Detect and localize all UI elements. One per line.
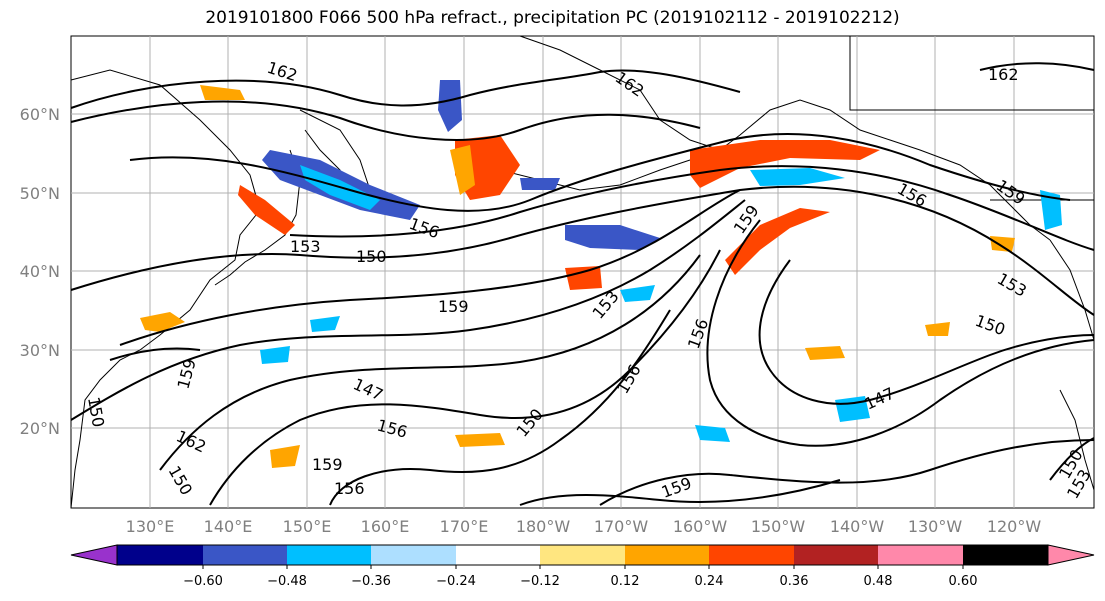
contour-line <box>706 219 1095 447</box>
precip-feature <box>565 266 602 290</box>
colorbar-segment <box>625 545 709 565</box>
contour-line <box>519 479 841 506</box>
colorbar-segment <box>117 545 203 565</box>
contour-line <box>209 249 721 506</box>
colorbar-outline <box>116 544 1049 566</box>
colorbar-segment <box>794 545 878 565</box>
contour-line <box>758 259 1095 405</box>
colorbar-segment <box>878 545 963 565</box>
lat-label: 50°N <box>20 184 60 203</box>
lon-label: 150°W <box>751 517 806 536</box>
contour-line <box>70 100 701 141</box>
precip-feature <box>310 316 340 332</box>
contour-line <box>70 69 741 109</box>
asia-coast <box>70 69 261 509</box>
contour-line <box>109 347 201 361</box>
colorbar-segment <box>203 545 287 565</box>
colorbar-segment <box>371 545 456 565</box>
contour-line <box>159 254 701 471</box>
precip-feature <box>520 178 560 190</box>
precip-feature <box>990 236 1015 252</box>
lon-label: 130°E <box>126 517 175 536</box>
precip-feature <box>925 322 950 336</box>
colorbar-segment <box>456 545 540 565</box>
precip-feature <box>270 445 300 468</box>
na-west-coast <box>1049 239 1095 341</box>
lon-label: 140°E <box>204 517 253 536</box>
contour-line <box>129 133 1071 212</box>
colorbar-ticks <box>202 565 964 569</box>
contour-label: 159 <box>438 297 469 316</box>
colorbar-tick-label: −0.24 <box>436 574 476 589</box>
colorbar-tick-label: 0.48 <box>864 574 893 589</box>
contour-label: 162 <box>988 65 1019 84</box>
precip-feature <box>260 346 290 364</box>
colorbar-extend-right <box>1047 544 1095 566</box>
gridlines <box>71 36 1094 508</box>
lon-label: 170°W <box>594 517 649 536</box>
precip-feature <box>620 285 655 302</box>
contour-label: 153 <box>290 237 321 256</box>
longitude-axis: 130°E 140°E 150°E 160°E 170°E 180°W 170°… <box>126 517 1042 536</box>
contour-label: 156 <box>334 479 365 498</box>
contour-line <box>289 165 1095 251</box>
precip-feature <box>725 208 830 275</box>
precip-feature <box>455 433 505 447</box>
canada-border <box>849 36 1094 111</box>
contour-label: 159 <box>312 455 343 474</box>
contour-line <box>119 189 741 346</box>
precip-feature <box>438 80 462 132</box>
colorbar-tick-label: 0.36 <box>780 574 809 589</box>
lon-label: 140°W <box>830 517 885 536</box>
precip-feature <box>140 312 185 332</box>
lon-label: 180°W <box>516 517 571 536</box>
colorbar-tick-label: −0.36 <box>351 574 391 589</box>
alaska-coast <box>519 35 1051 241</box>
colorbar-segment <box>709 545 794 565</box>
lon-label: 170°E <box>440 517 489 536</box>
colorbar-tick-label: 0.24 <box>695 574 724 589</box>
colorbar-segment <box>287 545 371 565</box>
precip-feature <box>450 145 475 195</box>
latitude-axis: 60°N 50°N 40°N 30°N 20°N <box>20 105 60 438</box>
map-title: 2019101800 F066 500 hPa refract., precip… <box>205 8 900 28</box>
colorbar-tick-label: −0.12 <box>520 574 560 589</box>
precip-feature <box>805 346 845 360</box>
lon-label: 130°W <box>908 517 963 536</box>
lon-label: 160°W <box>673 517 728 536</box>
precip-feature <box>1040 190 1062 230</box>
height-contours <box>70 62 1095 506</box>
contour-line <box>70 185 1095 316</box>
colorbar-extend-left <box>70 544 118 566</box>
lon-label: 150°E <box>283 517 332 536</box>
precip-feature <box>200 85 245 100</box>
colorbar-tick-label: 0.12 <box>611 574 640 589</box>
colorbar-tick-label: −0.60 <box>183 574 223 589</box>
contour-line <box>979 62 1095 71</box>
colorbar: −0.60 −0.48 −0.36 −0.24 −0.12 0.12 0.24 … <box>70 544 1095 589</box>
precip-feature <box>750 168 845 186</box>
lat-label: 40°N <box>20 262 60 281</box>
colorbar-segment <box>963 545 1048 565</box>
lon-label: 160°E <box>361 517 410 536</box>
lat-label: 30°N <box>20 341 60 360</box>
precip-feature <box>690 140 880 188</box>
lat-label: 60°N <box>20 105 60 124</box>
contour-label: 150 <box>356 247 387 266</box>
coastlines <box>70 35 1095 509</box>
lon-label: 120°W <box>987 517 1042 536</box>
colorbar-tick-label: −0.48 <box>267 574 307 589</box>
lat-label: 20°N <box>20 419 60 438</box>
precip-feature <box>238 185 295 235</box>
contour-line <box>599 439 1095 506</box>
precipitation-shading <box>140 80 1062 468</box>
colorbar-segment <box>540 545 625 565</box>
contour-line <box>1049 437 1095 481</box>
precip-feature <box>695 425 730 442</box>
precip-feature <box>565 225 660 250</box>
contour-line <box>329 309 671 506</box>
colorbar-tick-label: 0.60 <box>949 574 978 589</box>
contour-line <box>70 199 746 421</box>
